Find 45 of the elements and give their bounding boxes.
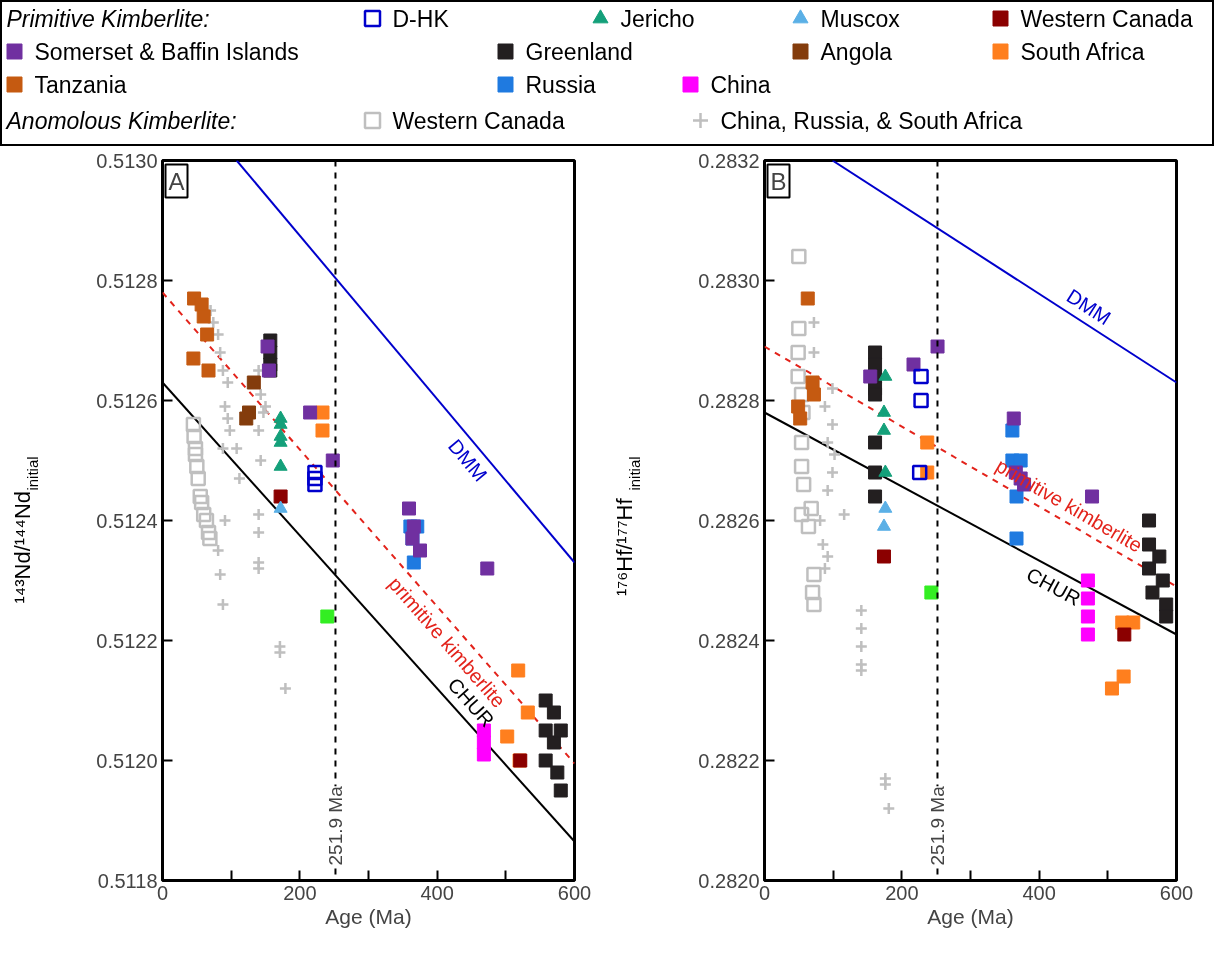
legend-label: Somerset & Baffin Islands — [34, 38, 299, 65]
y-tick-label: 0.2824 — [698, 629, 760, 652]
y-axis-title: ¹⁷⁶Hf/¹⁷⁷Hfinitial — [611, 456, 643, 597]
legend-label: Russia — [525, 71, 597, 98]
legend-label: China, Russia, & South Africa — [720, 107, 1023, 134]
legend-label: Tanzania — [34, 71, 127, 98]
legend-label: China — [710, 71, 771, 98]
legend-label: South Africa — [1020, 38, 1145, 65]
y-tick-label: 0.5124 — [96, 509, 158, 532]
x-tick-label: 400 — [1022, 881, 1056, 904]
x-tick-label: 0 — [758, 881, 771, 904]
ref-line-label: 251.9 Ma — [926, 785, 948, 866]
x-tick-label: 600 — [1159, 881, 1194, 904]
y-tick-label: 0.5120 — [96, 749, 158, 772]
legend-label: Muscox — [820, 5, 901, 32]
y-tick-label: 0.5130 — [96, 149, 158, 172]
legend-label: Jericho — [620, 5, 695, 32]
y-tick-label: 0.2820 — [698, 869, 760, 892]
y-tick-label: 0.2828 — [698, 389, 760, 412]
text: Anomolous Kimberlite: — [4, 107, 237, 134]
x-axis-title: Age (Ma) — [325, 904, 412, 928]
y-tick-label: 0.5122 — [96, 629, 158, 652]
y-axis-title: ¹⁴³Nd/¹⁴⁴Ndinitial — [9, 456, 41, 604]
legend-label: Western Canada — [1020, 5, 1193, 32]
y-tick-label: 0.2826 — [698, 509, 760, 532]
y-tick-label: 0.5118 — [97, 869, 158, 892]
x-tick-label: 0 — [156, 881, 169, 904]
legend-label: Angola — [820, 38, 893, 65]
chart-title: B — [770, 167, 787, 195]
y-tick-label: 0.5126 — [96, 389, 158, 412]
legend-label: Greenland — [525, 38, 633, 65]
x-tick-label: 600 — [557, 881, 592, 904]
x-tick-label: 400 — [420, 881, 454, 904]
x-axis-title: Age (Ma) — [927, 904, 1014, 928]
legend-label: D-HK — [392, 5, 450, 32]
legend-title: Primitive Kimberlite: — [6, 5, 210, 32]
ref-line-label: 251.9 Ma — [324, 785, 346, 866]
y-tick-label: 0.2832 — [698, 149, 760, 172]
x-tick-label: 200 — [283, 881, 317, 904]
y-tick-label: 0.2822 — [698, 749, 760, 772]
y-tick-label: 0.2830 — [698, 269, 760, 292]
x-tick-label: 200 — [885, 881, 919, 904]
chart-title: A — [168, 167, 185, 195]
legend-label: Western Canada — [392, 107, 565, 134]
y-tick-label: 0.5128 — [96, 269, 158, 292]
